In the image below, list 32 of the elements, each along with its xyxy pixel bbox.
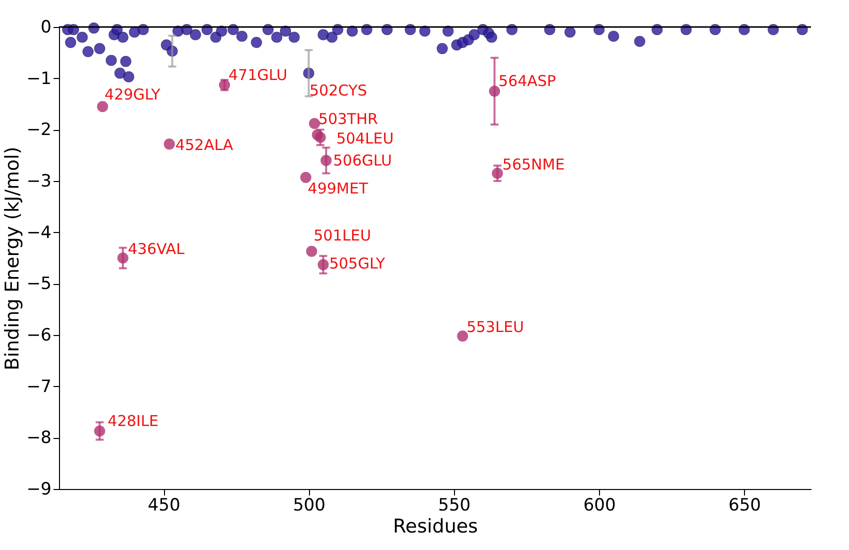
annotation: 428ILE [108,412,159,430]
y-axis-title: Binding Energy (kJ/mol) [1,146,24,370]
annotation: 499MET [308,179,369,198]
annotation: 502CYS [310,82,368,100]
annotation: 436VAL [128,240,186,258]
y-tick-label: −8 [26,428,52,448]
y-tick-label: −5 [26,274,52,294]
y-tick-label: −7 [26,376,52,397]
x-tick-label: 500 [292,496,326,516]
x-tick-label: 450 [148,496,180,516]
annotation: 565NME [502,155,565,174]
x-axis-title: Residues [393,516,478,538]
y-tick-label: −4 [26,222,52,243]
y-tick-label: 0 [40,18,52,38]
x-tick-label: 550 [438,496,471,516]
y-tick-label: −3 [26,172,52,192]
y-tick-label: −2 [26,120,52,140]
annotation: 452ALA [175,136,234,154]
y-tick-label: −1 [26,68,52,89]
x-tick-label: 600 [583,496,616,516]
annotation: 564ASP [498,72,556,90]
y-tick-label: −9 [26,480,52,500]
annotation: 504LEU [336,129,394,148]
annotation: 503THR [318,110,378,128]
annotation: 471GLU [228,66,288,84]
annotation: 553LEU [466,318,524,336]
annotation: 501LEU [314,226,372,244]
annotation: 505GLY [329,254,386,273]
x-tick-label: 650 [728,496,761,516]
annotation: 506GLU [333,151,392,170]
annotation: 429GLY [104,86,162,104]
y-tick-label: −6 [26,326,52,346]
